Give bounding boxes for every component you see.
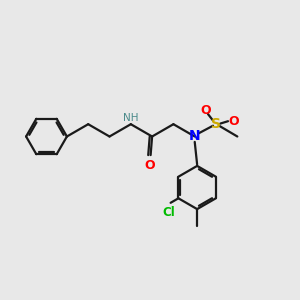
Text: O: O [145,159,155,172]
Text: O: O [229,115,239,128]
Text: NH: NH [123,113,139,123]
Text: S: S [211,117,221,131]
Text: Cl: Cl [163,206,176,219]
Text: O: O [200,103,211,117]
Text: N: N [189,130,200,143]
